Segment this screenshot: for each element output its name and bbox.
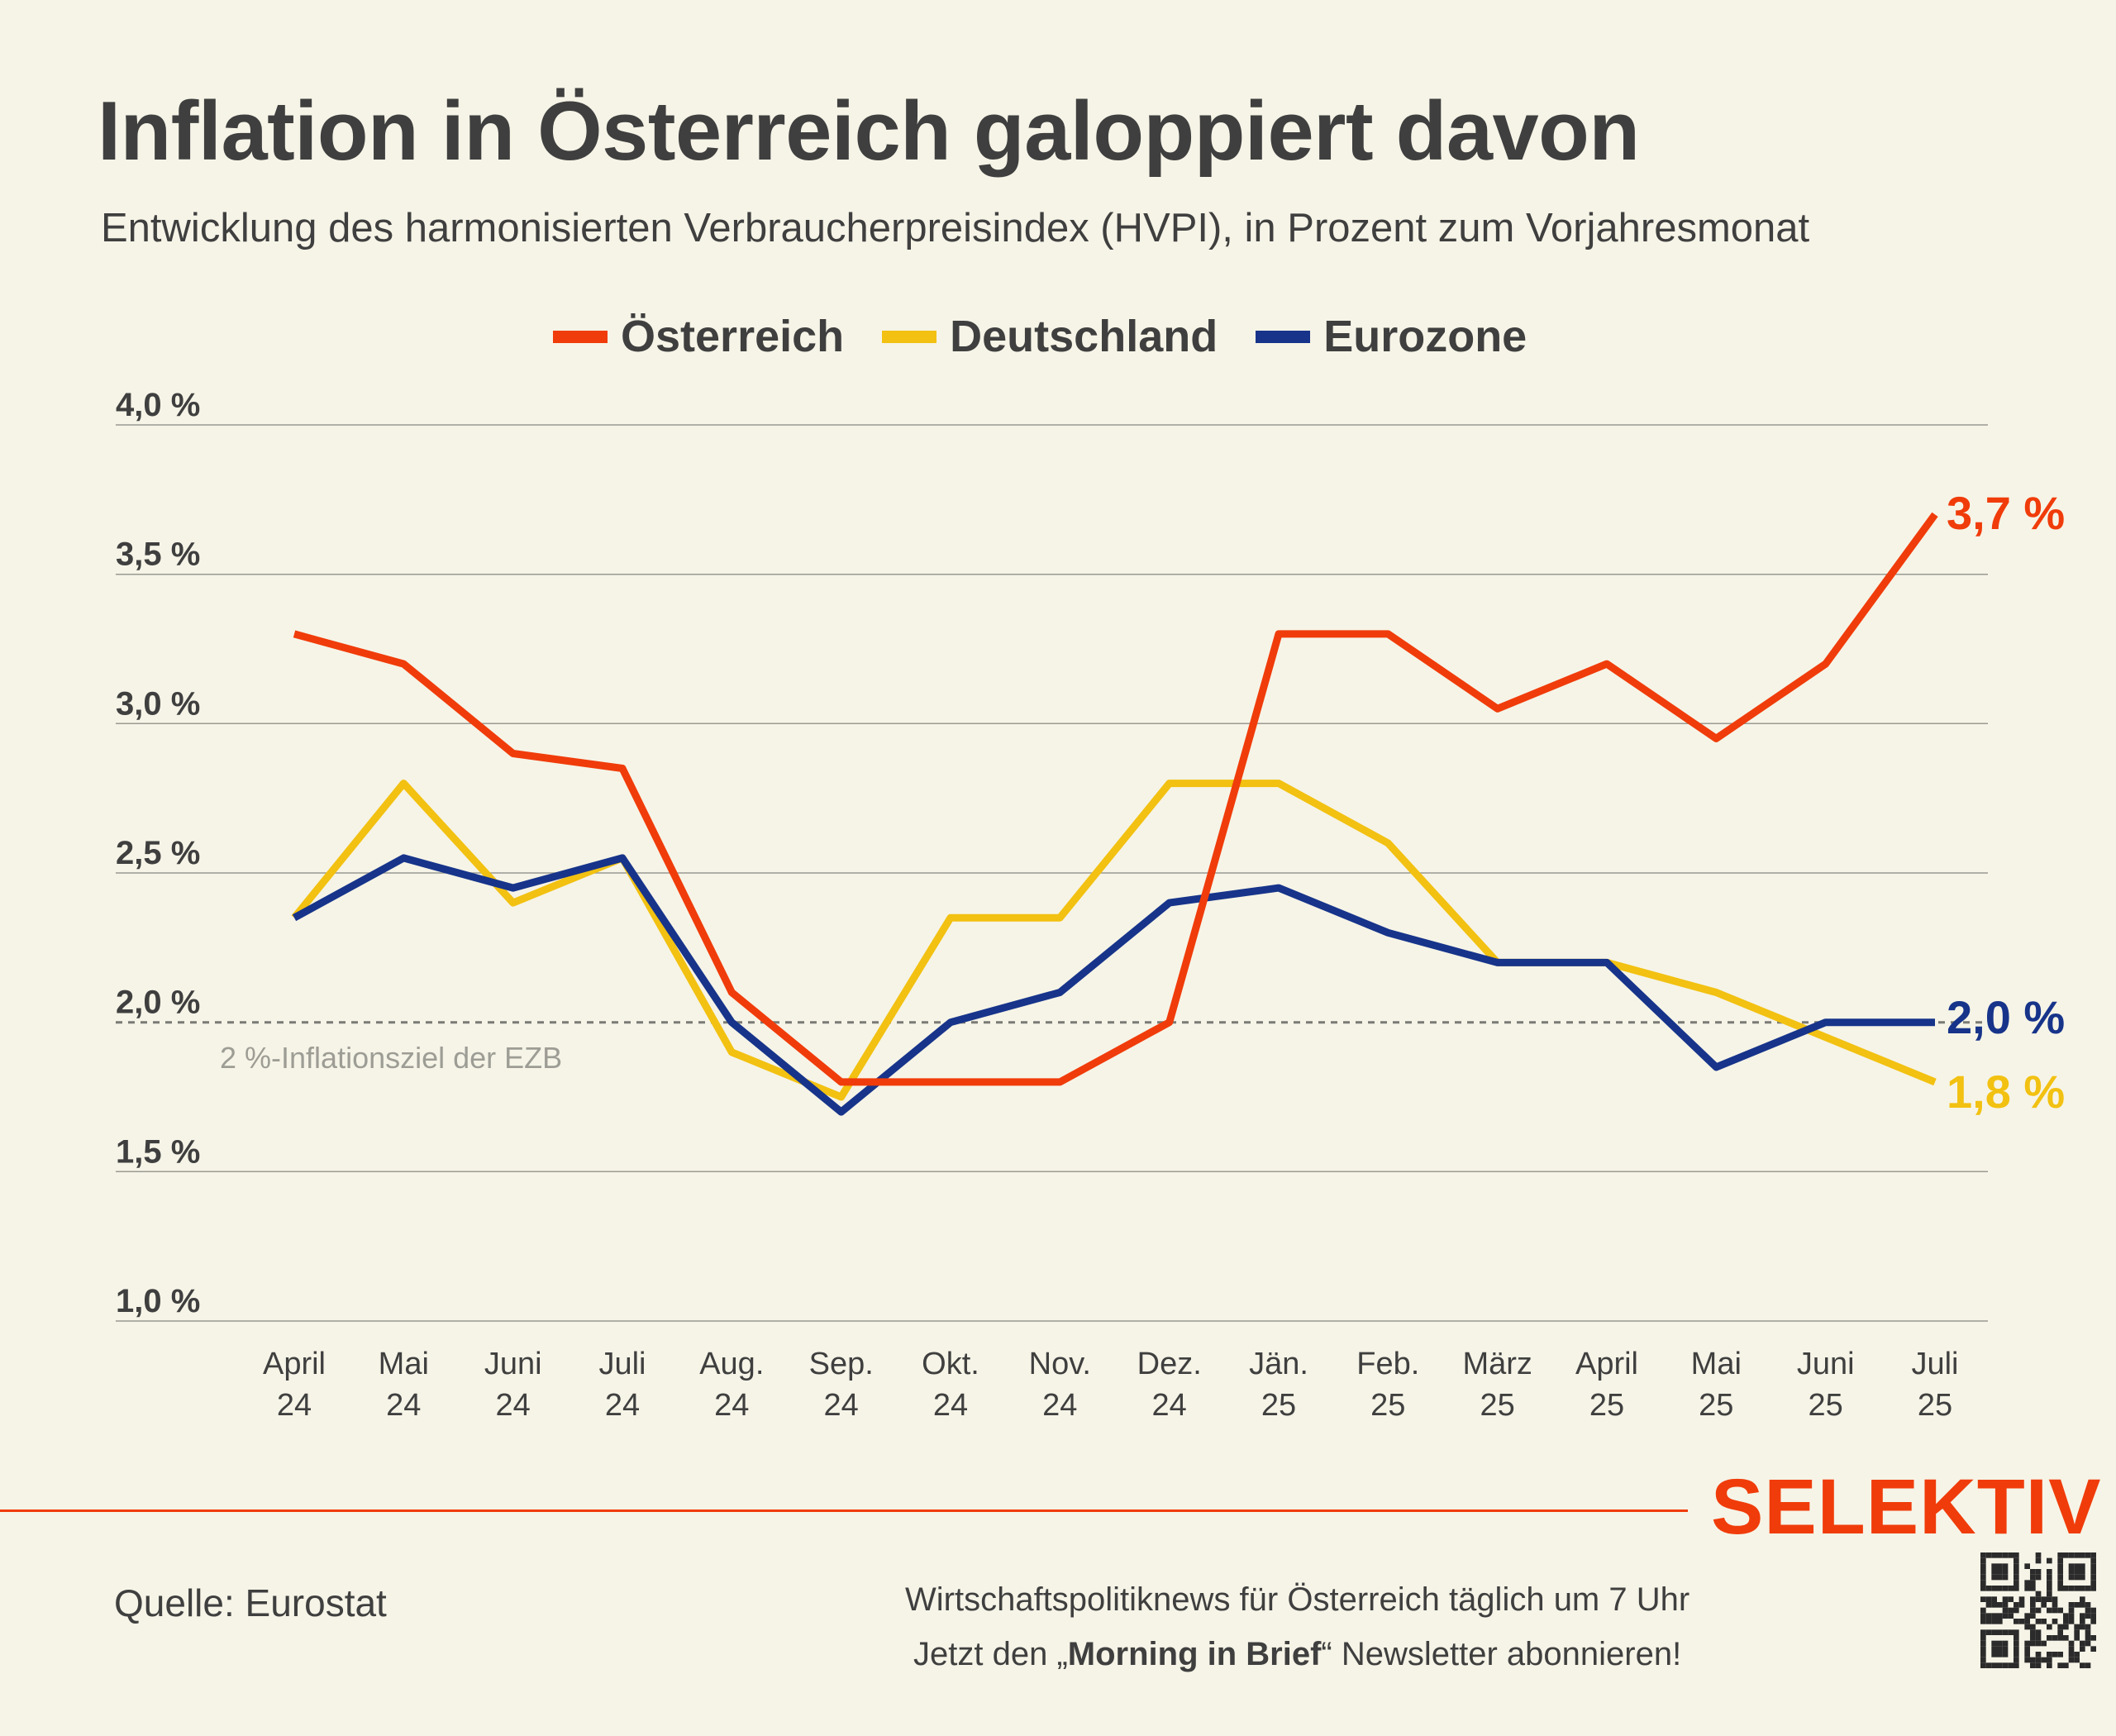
svg-text:25: 25 bbox=[1809, 1388, 1843, 1423]
svg-text:24: 24 bbox=[277, 1388, 312, 1423]
svg-text:2,0 %: 2,0 % bbox=[116, 985, 200, 1021]
svg-text:1,0 %: 1,0 % bbox=[116, 1283, 200, 1319]
svg-text:25: 25 bbox=[1699, 1388, 1733, 1423]
svg-text:Juli: Juli bbox=[1911, 1347, 1958, 1381]
svg-text:24: 24 bbox=[386, 1388, 421, 1423]
svg-text:3,5 %: 3,5 % bbox=[116, 537, 200, 573]
svg-text:25: 25 bbox=[1589, 1388, 1624, 1423]
svg-text:24: 24 bbox=[605, 1388, 640, 1423]
svg-text:24: 24 bbox=[714, 1388, 749, 1423]
svg-text:3,0 %: 3,0 % bbox=[116, 685, 200, 722]
svg-text:24: 24 bbox=[824, 1388, 859, 1423]
svg-text:2 %-Inflationsziel der EZB: 2 %-Inflationsziel der EZB bbox=[220, 1041, 562, 1075]
svg-text:25: 25 bbox=[1480, 1388, 1515, 1423]
svg-text:Okt.: Okt. bbox=[922, 1347, 979, 1381]
svg-text:Mai: Mai bbox=[1691, 1347, 1742, 1381]
svg-text:Juni: Juni bbox=[1797, 1347, 1855, 1381]
svg-text:Sep.: Sep. bbox=[809, 1347, 874, 1381]
svg-text:1,5 %: 1,5 % bbox=[116, 1133, 200, 1170]
svg-text:April: April bbox=[1575, 1347, 1638, 1381]
svg-text:Mai: Mai bbox=[379, 1347, 429, 1381]
svg-text:Dez.: Dez. bbox=[1137, 1347, 1202, 1381]
svg-text:Feb.: Feb. bbox=[1356, 1347, 1419, 1381]
svg-text:24: 24 bbox=[1152, 1388, 1187, 1423]
svg-text:März: März bbox=[1462, 1347, 1532, 1381]
svg-text:25: 25 bbox=[1261, 1388, 1296, 1423]
svg-text:25: 25 bbox=[1370, 1388, 1405, 1423]
svg-text:Jän.: Jän. bbox=[1249, 1347, 1308, 1381]
svg-text:24: 24 bbox=[496, 1388, 531, 1423]
svg-text:3,7 %: 3,7 % bbox=[1947, 487, 2065, 539]
svg-text:1,8 %: 1,8 % bbox=[1947, 1066, 2065, 1118]
svg-text:2,5 %: 2,5 % bbox=[116, 835, 200, 871]
svg-text:2,0 %: 2,0 % bbox=[1947, 991, 2065, 1043]
svg-text:24: 24 bbox=[933, 1388, 968, 1423]
svg-text:Aug.: Aug. bbox=[699, 1347, 764, 1381]
svg-text:Juli: Juli bbox=[598, 1347, 646, 1381]
svg-text:24: 24 bbox=[1042, 1388, 1077, 1423]
svg-text:April: April bbox=[263, 1347, 326, 1381]
svg-text:Juni: Juni bbox=[484, 1347, 542, 1381]
svg-text:4,0 %: 4,0 % bbox=[116, 387, 200, 423]
svg-text:Nov.: Nov. bbox=[1029, 1347, 1091, 1381]
svg-text:25: 25 bbox=[1918, 1388, 1952, 1423]
